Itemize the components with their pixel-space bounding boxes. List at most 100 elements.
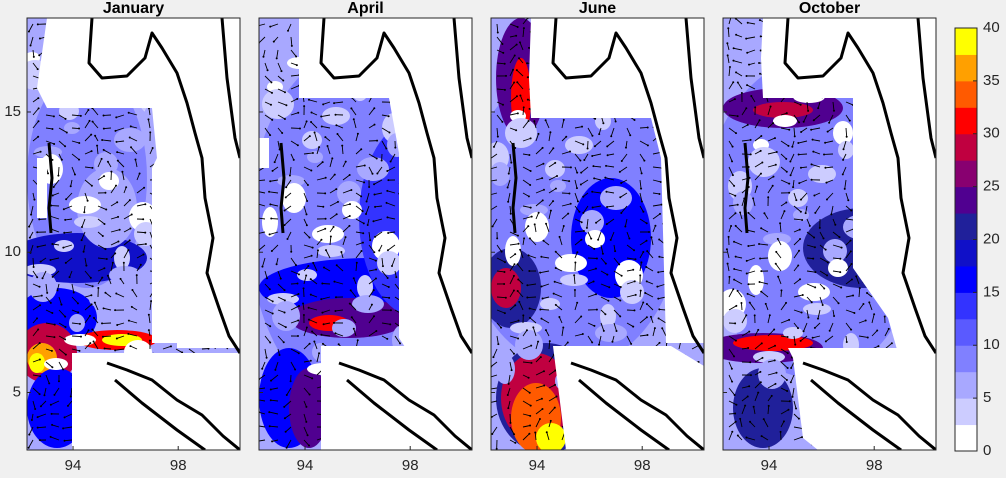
vector-arrow <box>84 315 91 324</box>
vector-arrow <box>548 341 551 350</box>
vector-arrow <box>290 270 300 275</box>
vector-head <box>758 19 761 22</box>
vector-arrow <box>548 354 555 363</box>
vector-arrow <box>496 257 506 263</box>
vector-arrow <box>561 225 565 233</box>
vector-head <box>380 159 383 162</box>
vector-head <box>610 135 613 138</box>
vector-arrow <box>845 335 848 343</box>
field-contour <box>748 147 780 177</box>
vector-head <box>310 111 313 114</box>
vector-arrow <box>496 49 504 54</box>
field-contour <box>491 268 521 308</box>
vector-head <box>852 294 855 297</box>
vector-head <box>530 361 533 364</box>
vector-head <box>576 200 579 203</box>
vector-arrow <box>32 342 41 350</box>
vector-head <box>655 15 657 17</box>
vector-head <box>776 237 779 240</box>
vector-head <box>72 291 75 294</box>
vector-head <box>513 263 516 266</box>
vector-arrow <box>277 309 285 313</box>
vector-arrow <box>52 243 60 246</box>
vector-arrow <box>303 439 310 446</box>
vector-head <box>36 317 39 320</box>
vector-head <box>372 289 375 292</box>
vector-arrow <box>845 263 852 272</box>
vector-arrow <box>45 374 50 384</box>
vector-arrow <box>790 374 795 383</box>
vector-head <box>332 225 335 228</box>
vector-arrow <box>803 322 808 332</box>
vector-head <box>271 169 274 172</box>
vector-arrow <box>270 179 279 182</box>
vector-arrow <box>136 254 144 259</box>
vector-head <box>785 170 788 173</box>
vector-head <box>552 292 555 295</box>
vector-arrow <box>303 218 308 226</box>
vector-arrow <box>259 374 266 380</box>
vector-arrow <box>40 400 47 407</box>
vector-head <box>256 399 258 401</box>
vector-head <box>731 145 734 148</box>
vector-head <box>363 164 366 167</box>
vector-arrow <box>342 189 352 194</box>
field-contour <box>555 254 587 272</box>
vector-arrow <box>509 426 515 435</box>
vector-arrow <box>806 270 816 273</box>
vector-head <box>324 136 327 139</box>
vector-head <box>730 367 733 370</box>
vector-arrow <box>780 387 788 392</box>
vector-head <box>501 120 504 123</box>
vector-arrow <box>639 240 647 246</box>
vector-arrow <box>103 307 112 311</box>
vector-head <box>43 394 46 397</box>
vector-head <box>91 285 94 288</box>
vector-head <box>37 107 40 110</box>
vector-arrow <box>84 257 87 266</box>
vector-head <box>104 291 107 294</box>
vector-arrow <box>866 292 873 298</box>
field-contour <box>495 354 515 384</box>
vector-head <box>274 368 277 371</box>
vector-arrow <box>355 250 362 259</box>
vector-arrow <box>845 114 851 121</box>
vector-head <box>582 143 585 146</box>
vector-head <box>348 224 351 227</box>
vector-arrow <box>387 166 396 172</box>
vector-head <box>569 202 572 205</box>
vector-head <box>661 327 664 330</box>
vector-arrow <box>93 317 99 324</box>
vector-head <box>310 121 313 124</box>
vector-arrow <box>329 158 333 168</box>
vector-arrow <box>63 244 73 248</box>
vector-head <box>522 27 525 30</box>
vector-head <box>645 239 648 242</box>
colorbar-band <box>955 213 977 240</box>
vector-arrow <box>277 270 282 279</box>
vector-head <box>128 239 131 242</box>
vector-arrow <box>264 335 271 343</box>
vector-head <box>826 274 829 277</box>
vector-head <box>294 264 297 267</box>
vector-head <box>507 382 510 385</box>
vector-head <box>639 274 642 277</box>
vector-head <box>385 201 388 204</box>
field-contour <box>377 251 401 275</box>
vector-arrow <box>652 179 661 183</box>
vector-arrow <box>728 348 735 357</box>
vector-arrow <box>587 281 594 285</box>
vector-arrow <box>63 205 73 210</box>
vector-arrow <box>728 82 734 90</box>
vector-head <box>386 189 389 192</box>
vector-head <box>497 343 500 346</box>
vector-arrow <box>32 318 38 324</box>
vector-head <box>824 340 827 343</box>
vector-head <box>828 121 831 124</box>
vector-arrow <box>798 153 808 155</box>
vector-arrow <box>845 251 852 259</box>
vector-head <box>813 326 816 329</box>
vector-arrow <box>276 257 279 265</box>
vector-head <box>306 184 309 187</box>
vector-head <box>558 235 561 238</box>
